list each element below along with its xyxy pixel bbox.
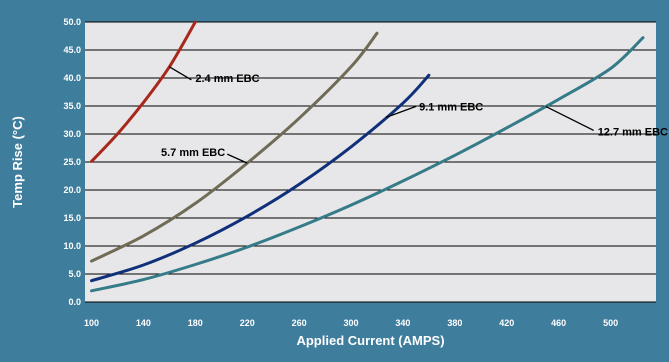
series-leader-line <box>545 105 594 132</box>
series-line-2-4-mm-ebc <box>90 20 197 163</box>
x-tick-label: 180 <box>188 318 203 328</box>
y-tick-label: 45.0 <box>63 45 81 55</box>
y-tick-label: 10.0 <box>63 241 81 251</box>
y-tick-label: 25.0 <box>63 157 81 167</box>
x-tick-label: 140 <box>136 318 151 328</box>
y-tick-label: 15.0 <box>63 213 81 223</box>
x-tick-label: 300 <box>344 318 359 328</box>
series-leader-line <box>226 153 248 164</box>
x-tick-label: 340 <box>395 318 410 328</box>
y-tick-label: 40.0 <box>63 73 81 83</box>
x-axis-title: Applied Current (AMPS) <box>296 333 444 348</box>
series-label-2-4-mm-ebc: 2.4 mm EBC <box>195 73 259 85</box>
series-label-9-1-mm-ebc: 9.1 mm EBC <box>419 101 483 113</box>
series-leader-line <box>169 66 192 81</box>
y-tick-label: 35.0 <box>63 101 81 111</box>
y-tick-label: 20.0 <box>63 185 81 195</box>
x-tick-label: 260 <box>292 318 307 328</box>
series-label-12-7-mm-ebc: 12.7 mm EBC <box>598 126 668 138</box>
series-curves <box>90 20 645 293</box>
y-tick-label: 5.0 <box>68 269 81 279</box>
y-tick-label: 0.0 <box>68 297 81 307</box>
series-leader-line <box>385 105 417 119</box>
y-tick-label: 30.0 <box>63 129 81 139</box>
series-line-12-7-mm-ebc <box>90 36 645 293</box>
series-line-9-1-mm-ebc <box>90 73 431 283</box>
y-tick-label: 50.0 <box>63 17 81 27</box>
gridlines <box>85 21 656 303</box>
x-tick-label: 380 <box>447 318 462 328</box>
series-label-5-7-mm-ebc: 5.7 mm EBC <box>161 147 225 159</box>
x-tick-label: 460 <box>551 318 566 328</box>
y-axis-ticks: 0.0 5.0 10.0 15.0 20.0 25.0 30.0 35.0 40.0 45.0 50… <box>63 17 81 307</box>
x-tick-label: 500 <box>603 318 618 328</box>
x-tick-label: 100 <box>84 318 99 328</box>
series-labels: 2.4 mm EBC 5.7 mm EBC 9.1 mm EBC 12.7 mm EB… <box>161 66 668 164</box>
x-tick-label: 220 <box>240 318 255 328</box>
x-axis-ticks: 100 140 180 220 260 300 340 380 420 460 500 <box>84 318 618 328</box>
y-axis-title: Temp Rise (°C) <box>10 116 25 208</box>
x-tick-label: 420 <box>499 318 514 328</box>
